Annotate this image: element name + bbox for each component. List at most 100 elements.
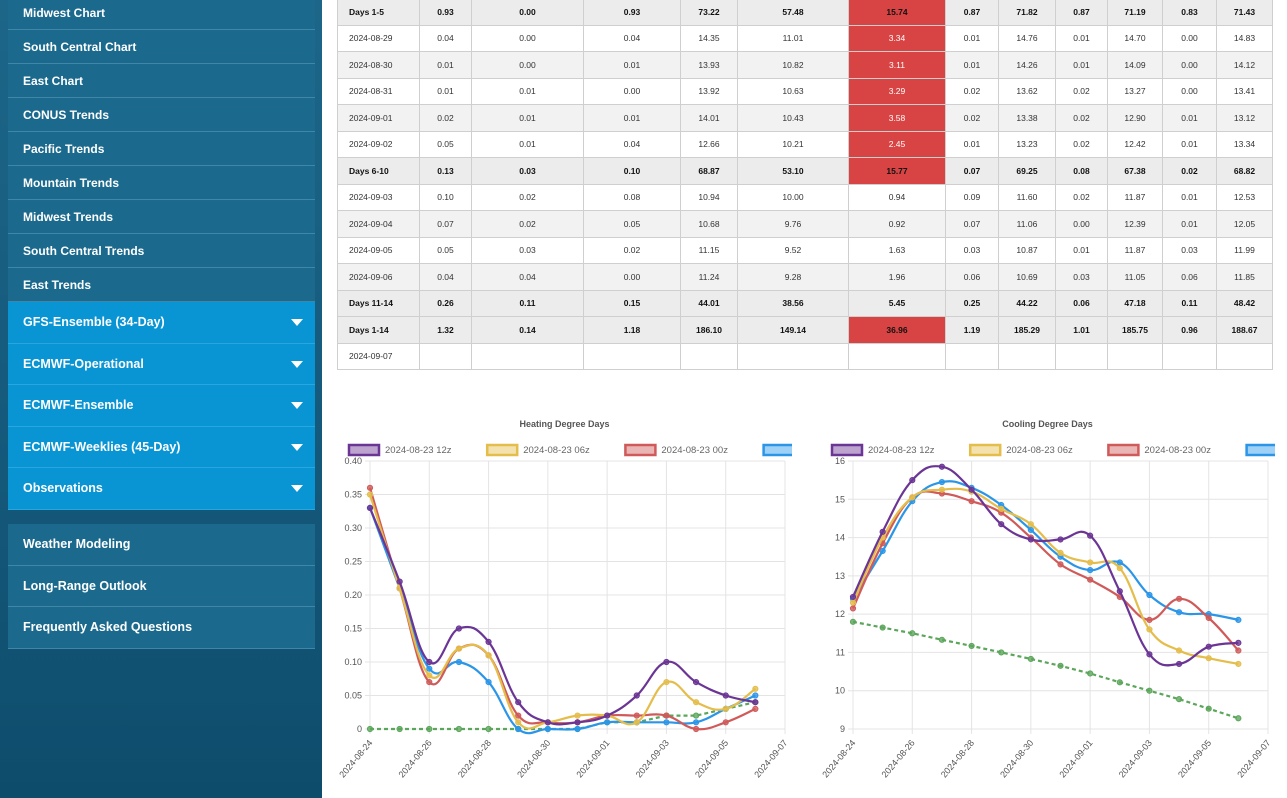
data-point[interactable] — [1057, 536, 1064, 543]
data-point[interactable] — [1027, 655, 1034, 663]
sidebar-link-frequently-asked-questions[interactable]: Frequently Asked Questions — [8, 607, 315, 649]
data-point[interactable] — [849, 599, 857, 606]
data-point[interactable] — [692, 725, 700, 733]
data-point[interactable] — [1175, 660, 1183, 668]
data-point[interactable] — [1027, 526, 1034, 534]
data-point[interactable] — [544, 719, 551, 726]
data-point[interactable] — [1235, 660, 1242, 668]
data-point[interactable] — [722, 705, 729, 712]
data-point[interactable] — [909, 630, 916, 637]
data-point[interactable] — [1027, 521, 1034, 528]
data-point[interactable] — [455, 725, 463, 733]
data-point[interactable] — [1235, 647, 1242, 654]
data-point[interactable] — [426, 679, 433, 686]
data-point[interactable] — [1027, 536, 1034, 543]
data-point[interactable] — [1146, 616, 1153, 623]
sidebar-item-south-central-chart[interactable]: South Central Chart — [8, 30, 315, 64]
legend-item[interactable]: 2024-08-22 18z — [1245, 443, 1275, 457]
data-point[interactable] — [909, 477, 916, 484]
sidebar-item-midwest-trends[interactable]: Midwest Trends — [8, 200, 315, 234]
data-point[interactable] — [752, 699, 759, 706]
data-point[interactable] — [1087, 576, 1094, 583]
caret-down-icon[interactable] — [291, 319, 303, 327]
sidebar-item-pacific-trends[interactable]: Pacific Trends — [8, 132, 315, 166]
data-point[interactable] — [366, 504, 374, 512]
data-point[interactable] — [722, 692, 729, 699]
data-point[interactable] — [1235, 616, 1242, 623]
data-point[interactable] — [604, 712, 611, 719]
data-point[interactable] — [574, 712, 581, 719]
caret-down-icon[interactable] — [291, 443, 303, 451]
sidebar-item-east-chart[interactable]: East Chart — [8, 64, 315, 98]
data-point[interactable] — [426, 725, 433, 733]
data-point[interactable] — [1087, 559, 1094, 566]
data-point[interactable] — [879, 528, 886, 535]
data-point[interactable] — [849, 593, 857, 601]
data-point[interactable] — [396, 578, 403, 585]
data-point[interactable] — [1146, 651, 1153, 658]
data-point[interactable] — [849, 618, 857, 625]
data-point[interactable] — [1175, 696, 1183, 703]
data-point[interactable] — [1175, 595, 1183, 602]
legend-item[interactable]: 2024-08-23 12z — [347, 443, 452, 457]
data-point[interactable] — [633, 719, 640, 726]
sidebar-dropdown-ecmwf-ensemble[interactable]: ECMWF-Ensemble — [8, 385, 315, 427]
data-point[interactable] — [455, 625, 463, 632]
data-point[interactable] — [366, 491, 374, 498]
data-point[interactable] — [938, 486, 946, 493]
sidebar-dropdown-ecmwf-weeklies-45-day[interactable]: ECMWF-Weeklies (45-Day) — [8, 426, 315, 468]
data-point[interactable] — [1205, 643, 1212, 650]
data-point[interactable] — [455, 645, 463, 652]
data-point[interactable] — [1116, 559, 1123, 566]
data-point[interactable] — [574, 725, 581, 733]
sidebar-dropdown-gfs-ensemble-34-day[interactable]: GFS-Ensemble (34-Day) — [8, 302, 315, 344]
data-point[interactable] — [909, 494, 916, 501]
data-point[interactable] — [396, 725, 403, 733]
data-point[interactable] — [692, 699, 700, 706]
data-point[interactable] — [1116, 565, 1123, 572]
sidebar-link-long-range-outlook[interactable]: Long-Range Outlook — [8, 565, 315, 607]
legend-item[interactable]: 2024-08-23 00z — [624, 443, 728, 457]
data-point[interactable] — [968, 642, 975, 650]
data-point[interactable] — [1205, 655, 1212, 662]
data-point[interactable] — [574, 719, 581, 726]
data-point[interactable] — [515, 725, 522, 733]
data-point[interactable] — [485, 679, 492, 686]
data-point[interactable] — [1057, 549, 1064, 556]
data-point[interactable] — [663, 712, 670, 719]
legend-item[interactable]: 2024-08-22 18z — [762, 443, 792, 457]
data-point[interactable] — [752, 685, 759, 692]
sidebar-item-east-trends[interactable]: East Trends — [8, 268, 315, 302]
data-point[interactable] — [752, 705, 759, 712]
legend-item[interactable]: 2024-08-23 06z — [485, 443, 590, 457]
sidebar-dropdown-ecmwf-operational[interactable]: ECMWF-Operational — [8, 343, 315, 385]
data-point[interactable] — [849, 605, 857, 612]
data-point[interactable] — [1116, 679, 1123, 686]
data-point[interactable] — [633, 692, 640, 699]
data-point[interactable] — [515, 719, 522, 726]
data-point[interactable] — [366, 484, 374, 491]
data-point[interactable] — [1205, 705, 1212, 712]
data-point[interactable] — [485, 725, 492, 733]
data-point[interactable] — [938, 478, 946, 486]
data-point[interactable] — [998, 649, 1005, 656]
sidebar-dropdown-observations[interactable]: Observations — [8, 468, 315, 510]
caret-down-icon[interactable] — [291, 402, 303, 410]
data-point[interactable] — [879, 624, 886, 631]
data-point[interactable] — [485, 652, 492, 659]
data-point[interactable] — [426, 665, 433, 672]
data-point[interactable] — [692, 719, 700, 726]
data-point[interactable] — [604, 719, 611, 726]
data-point[interactable] — [1175, 647, 1183, 654]
data-point[interactable] — [515, 699, 522, 706]
data-point[interactable] — [752, 692, 759, 699]
data-point[interactable] — [1146, 591, 1153, 599]
data-point[interactable] — [1175, 609, 1183, 616]
data-point[interactable] — [1146, 687, 1153, 694]
data-point[interactable] — [426, 658, 433, 666]
data-point[interactable] — [968, 486, 975, 493]
data-point[interactable] — [998, 521, 1005, 528]
data-point[interactable] — [663, 679, 670, 686]
sidebar-item-south-central-trends[interactable]: South Central Trends — [8, 234, 315, 268]
data-point[interactable] — [1235, 715, 1242, 722]
